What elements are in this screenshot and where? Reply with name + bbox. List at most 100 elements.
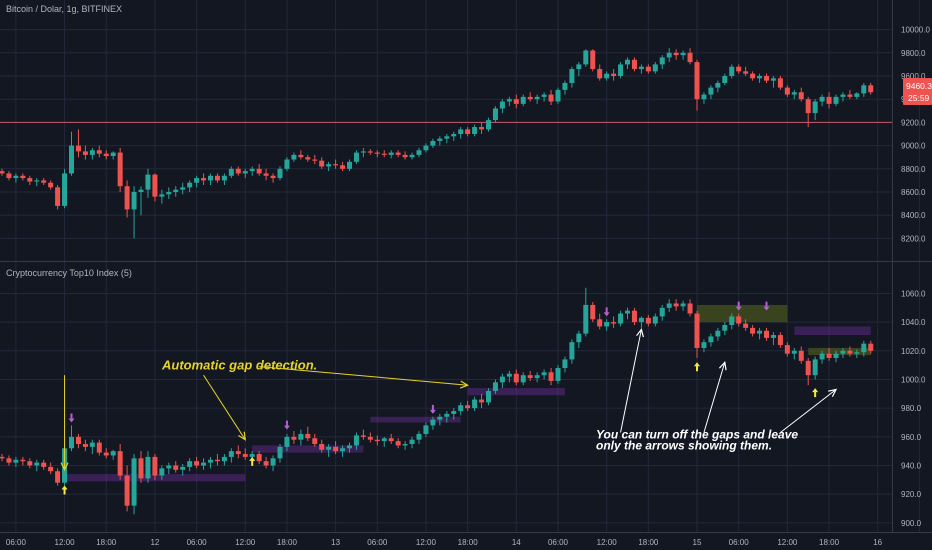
candle-body bbox=[388, 438, 394, 442]
grid-lines bbox=[0, 0, 932, 533]
gap-zone bbox=[808, 347, 871, 356]
candle-body bbox=[152, 456, 158, 476]
gap-down-arrow bbox=[735, 301, 742, 311]
candle-body bbox=[722, 76, 728, 83]
time-tick-label: 12:00 bbox=[777, 538, 798, 547]
gap-zone bbox=[370, 416, 461, 423]
candle-body bbox=[55, 187, 61, 206]
gap-zone bbox=[467, 388, 565, 396]
candle-body bbox=[854, 352, 860, 354]
pane-separator[interactable] bbox=[0, 261, 932, 262]
candle-body bbox=[548, 94, 554, 102]
candle-body bbox=[131, 192, 137, 210]
candle-body bbox=[666, 52, 672, 58]
candle-body bbox=[263, 461, 269, 466]
candle-body bbox=[701, 342, 707, 348]
candle-body bbox=[69, 145, 74, 174]
candle-body bbox=[159, 468, 165, 476]
candle-body bbox=[138, 458, 144, 479]
candle-body bbox=[96, 150, 102, 154]
candle-body bbox=[298, 154, 304, 158]
index-candles bbox=[0, 287, 874, 515]
candle-body bbox=[784, 87, 790, 95]
candle-body bbox=[360, 435, 366, 437]
price-tick-label: 9200.0 bbox=[901, 118, 926, 127]
candle-body bbox=[305, 433, 311, 439]
candle-body bbox=[770, 78, 776, 81]
candle-body bbox=[513, 99, 519, 104]
time-tick-label: 14 bbox=[512, 538, 521, 547]
annotations: Automatic gap detection. You can turn of… bbox=[161, 357, 798, 452]
candle-body bbox=[486, 390, 491, 403]
candle-body bbox=[110, 451, 116, 456]
candle-body bbox=[89, 150, 95, 155]
price-tick-label: 8600.0 bbox=[901, 188, 926, 197]
candle-body bbox=[180, 187, 186, 190]
candle-body bbox=[173, 465, 179, 470]
pointer-arrowhead bbox=[238, 431, 246, 441]
bitcoin-price-pane[interactable]: Bitcoin / Dolar, 1g, BITFINEX bbox=[0, 4, 892, 239]
candle-body bbox=[770, 335, 776, 338]
candle-body bbox=[506, 99, 512, 102]
candle-body bbox=[576, 333, 582, 343]
candle-body bbox=[249, 168, 255, 172]
index-tick-label: 1040.0 bbox=[901, 318, 926, 327]
candle-body bbox=[708, 336, 714, 343]
time-axis[interactable]: 06:00 12:00 18:00 12 06:00 12:00 18:00 13 06:00 1… bbox=[6, 538, 883, 547]
annotation-pointers bbox=[60, 327, 838, 472]
candle-body bbox=[214, 175, 220, 181]
candle-body bbox=[597, 319, 603, 327]
candle-body bbox=[652, 316, 658, 324]
annotation-turn-off-line-1: You can turn off the gaps and leave bbox=[596, 427, 798, 441]
candle-body bbox=[298, 433, 304, 440]
candle-body bbox=[48, 182, 54, 188]
index-pane[interactable]: Cryptocurrency Top10 Index (5) Automatic… bbox=[0, 268, 874, 515]
current-price-badge bbox=[903, 78, 932, 105]
candle-body bbox=[416, 433, 422, 440]
candle-body bbox=[805, 360, 811, 376]
current-price-label: 9460.3 25:59 bbox=[903, 78, 932, 105]
candle-body bbox=[854, 93, 860, 97]
candle-body bbox=[284, 159, 290, 169]
candle-body bbox=[55, 471, 61, 483]
time-tick-label: 18:00 bbox=[819, 538, 840, 547]
candle-body bbox=[798, 350, 804, 361]
index-tick-label: 920.0 bbox=[901, 490, 922, 499]
candle-body bbox=[41, 180, 47, 183]
candle-body bbox=[791, 92, 797, 95]
index-price-axis[interactable]: 900.0 920.0 940.0 960.0 980.0 1000.0 1020.0 104… bbox=[901, 289, 926, 527]
candle-body bbox=[555, 89, 561, 102]
candle-body bbox=[75, 145, 81, 152]
candle-body bbox=[492, 108, 498, 121]
gap-down-arrow bbox=[603, 307, 610, 317]
candle-body bbox=[847, 350, 853, 354]
candle-body bbox=[694, 62, 700, 100]
candle-body bbox=[819, 96, 825, 102]
candle-body bbox=[465, 405, 471, 409]
candle-body bbox=[527, 96, 533, 100]
candle-body bbox=[374, 439, 380, 442]
candle-body bbox=[604, 73, 610, 79]
candle-body bbox=[520, 96, 526, 104]
candle-body bbox=[541, 372, 547, 376]
candle-body bbox=[764, 76, 769, 81]
candle-body bbox=[277, 446, 283, 459]
candle-body bbox=[6, 458, 12, 463]
time-tick-label: 06:00 bbox=[6, 538, 27, 547]
candle-body bbox=[159, 194, 165, 197]
candle-body bbox=[458, 129, 464, 134]
candle-body bbox=[750, 73, 756, 79]
candle-body bbox=[861, 85, 867, 94]
candle-body bbox=[284, 436, 290, 447]
candle-body bbox=[326, 164, 332, 167]
candle-body bbox=[812, 101, 818, 114]
bitcoin-pane-title: Bitcoin / Dolar, 1g, BITFINEX bbox=[6, 4, 122, 14]
candle-body bbox=[736, 66, 742, 72]
candle-body bbox=[743, 323, 749, 328]
candle-body bbox=[201, 462, 207, 466]
pointer-line bbox=[259, 366, 468, 386]
candle-body bbox=[367, 436, 373, 440]
candle-body bbox=[576, 64, 582, 70]
